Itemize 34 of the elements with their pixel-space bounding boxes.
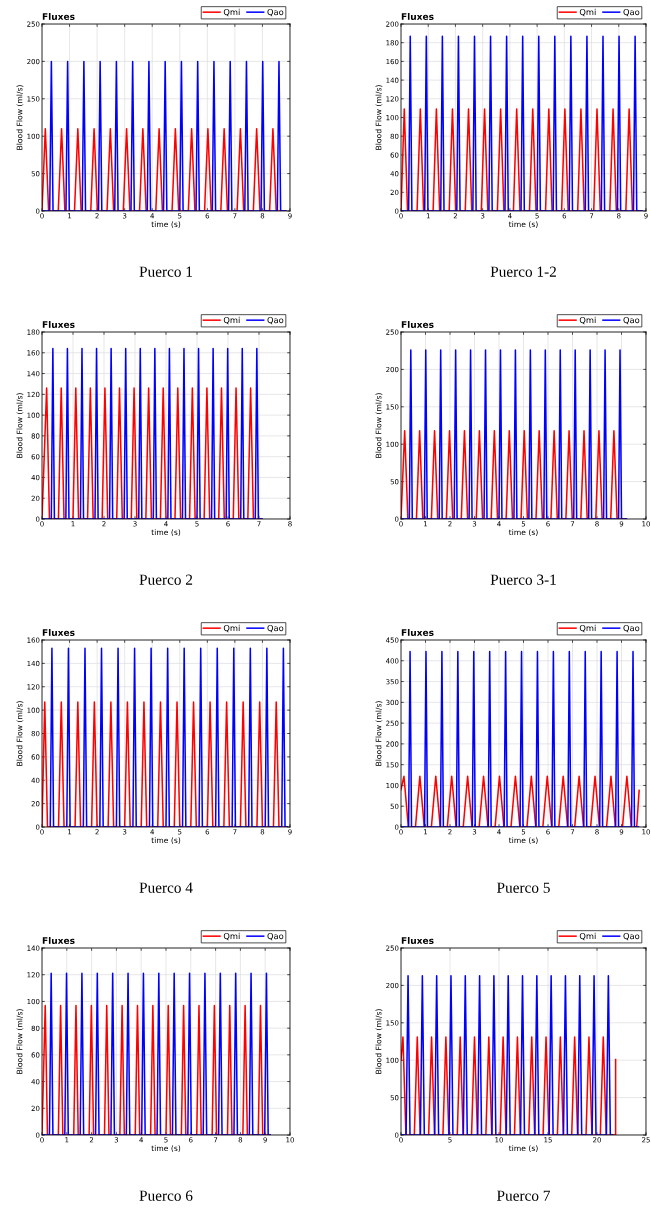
text: Puerco 3-1 (490, 574, 556, 585)
legend-label: Qao (623, 316, 640, 325)
legend-label: Qmi (579, 624, 596, 633)
text: Puerco 7 (497, 1190, 550, 1201)
legend-label: Qmi (223, 624, 240, 633)
text: Puerco 5 (497, 882, 550, 893)
legend-label: Qao (623, 932, 640, 941)
chart-title: Fluxes (42, 936, 75, 944)
legend-label: Qmi (579, 932, 596, 941)
text: Puerco 1-2 (490, 266, 556, 277)
chart-title: Fluxes (401, 628, 434, 636)
text: Puerco 4 (139, 882, 193, 893)
chart-title: Fluxes (401, 320, 434, 328)
line-series (401, 775, 640, 827)
legend-label: Qmi (579, 8, 596, 17)
legend-label: Qmi (579, 316, 596, 325)
legend-label: Qmi (223, 932, 240, 941)
chart-title: Fluxes (42, 628, 75, 636)
legend-label: Qao (267, 624, 284, 633)
legend-label: Qao (267, 8, 284, 17)
chart-title: Fluxes (42, 12, 75, 20)
legend-label: Qao (623, 624, 640, 633)
line-series (401, 1036, 617, 1135)
text: Puerco 6 (139, 1190, 193, 1201)
chart-title: Fluxes (42, 320, 75, 328)
legend-label: Qao (623, 8, 640, 17)
text: Puerco 2 (139, 574, 193, 585)
legend-label: Qmi (223, 8, 240, 17)
legend-label: Qao (267, 316, 284, 325)
legend-label: Qmi (223, 316, 240, 325)
text: Puerco 1 (139, 266, 193, 277)
legend-label: Qao (267, 932, 284, 941)
chart-title: Fluxes (401, 936, 434, 944)
chart-title: Fluxes (401, 12, 434, 20)
